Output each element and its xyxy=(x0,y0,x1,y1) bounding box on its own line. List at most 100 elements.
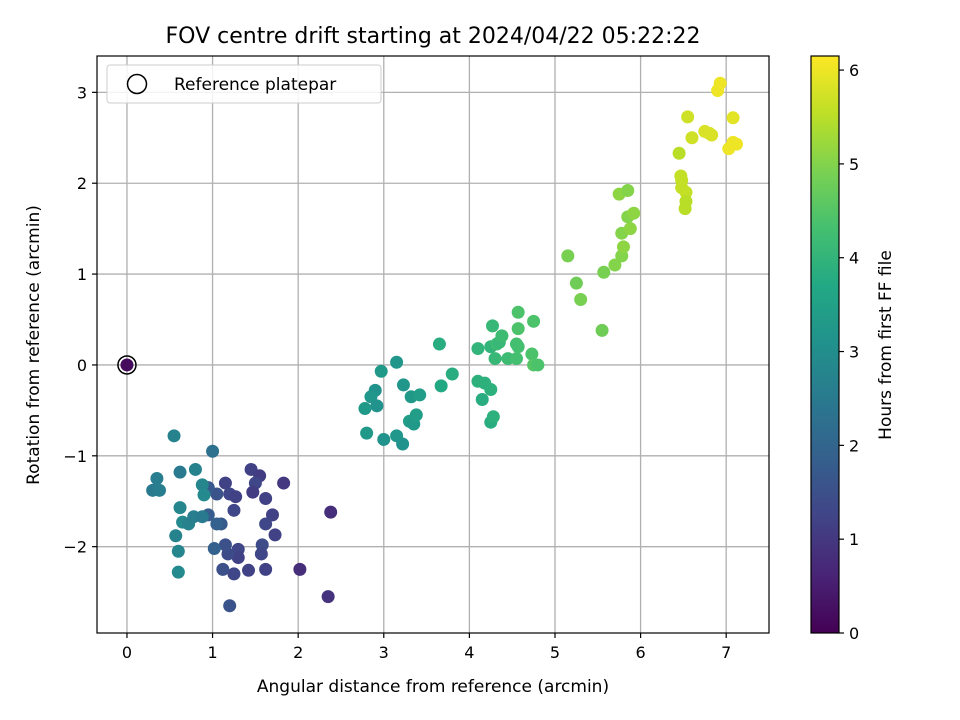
data-point xyxy=(171,544,185,558)
data-point xyxy=(277,476,291,490)
data-point xyxy=(511,305,525,319)
data-point xyxy=(561,249,575,263)
data-point xyxy=(484,382,498,396)
colorbar-frame xyxy=(810,55,840,634)
data-point xyxy=(150,472,164,486)
x-axis-ticks: 0 1 2 3 4 5 6 7 xyxy=(122,633,731,662)
reference-platepar-marker xyxy=(117,355,137,375)
data-point xyxy=(374,364,388,378)
data-point xyxy=(432,337,446,351)
data-point xyxy=(511,340,525,354)
data-point xyxy=(223,599,237,613)
data-point xyxy=(171,565,185,579)
data-point xyxy=(227,567,241,581)
data-point xyxy=(242,563,256,577)
colorbar-label: Hours from first FF file xyxy=(876,250,896,440)
colorbar-tick-label: 5 xyxy=(849,155,859,174)
data-point xyxy=(488,352,502,366)
data-point xyxy=(197,488,211,502)
data-point xyxy=(358,402,372,416)
y-axis-ticks: −2 −1 0 1 2 3 xyxy=(63,83,97,557)
legend-frame xyxy=(106,64,382,104)
colorbar-tick-label: 1 xyxy=(849,530,859,549)
data-point xyxy=(169,529,183,543)
data-point xyxy=(685,131,699,145)
colorbar-tick-label: 0 xyxy=(849,624,859,643)
legend: Reference platepar xyxy=(106,64,382,104)
grid-lines xyxy=(97,56,769,633)
data-point xyxy=(360,426,374,440)
data-point xyxy=(525,347,539,361)
data-point xyxy=(616,240,630,254)
x-axis-label: Angular distance from reference (arcmin) xyxy=(257,677,609,697)
x-tick-label: 2 xyxy=(293,643,303,662)
data-point xyxy=(195,510,209,524)
data-point xyxy=(485,319,499,333)
data-point xyxy=(390,355,404,369)
data-point xyxy=(218,476,232,490)
data-point xyxy=(265,508,279,522)
colorbar-ticks: 0 1 2 3 4 5 6 xyxy=(839,61,859,643)
data-point xyxy=(173,501,187,515)
data-point xyxy=(434,379,448,393)
legend-marker-icon xyxy=(126,73,148,95)
y-tick-label: 1 xyxy=(77,265,87,284)
data-point xyxy=(246,485,260,499)
x-tick-label: 4 xyxy=(464,643,474,662)
data-point xyxy=(268,528,282,542)
data-point xyxy=(627,206,641,220)
data-point xyxy=(475,392,489,406)
y-tick-label: 0 xyxy=(77,356,87,375)
data-point xyxy=(370,399,384,413)
data-point xyxy=(396,378,410,392)
x-tick-label: 7 xyxy=(721,643,731,662)
data-point xyxy=(531,358,545,372)
colorbar-gradient xyxy=(811,56,839,633)
data-point xyxy=(679,185,693,199)
colorbar: 0 1 2 3 4 5 6 Hours from first FF file xyxy=(810,55,896,643)
data-point xyxy=(681,110,695,124)
data-point xyxy=(206,444,220,458)
data-point xyxy=(207,541,221,555)
data-point xyxy=(227,503,241,517)
data-point xyxy=(595,323,609,337)
scatter-points xyxy=(120,76,743,613)
data-point xyxy=(471,342,485,356)
chart-title: FOV centre drift starting at 2024/04/22 … xyxy=(166,24,701,49)
data-point xyxy=(231,551,245,565)
data-point xyxy=(195,478,209,492)
data-point xyxy=(527,314,541,328)
data-point xyxy=(445,367,459,381)
data-point xyxy=(152,483,166,497)
x-tick-label: 1 xyxy=(207,643,217,662)
colorbar-tick-label: 4 xyxy=(849,249,859,268)
x-tick-label: 6 xyxy=(635,643,645,662)
reference-data-point xyxy=(120,358,134,372)
y-tick-label: −1 xyxy=(63,447,87,466)
legend-label-reference-platepar: Reference platepar xyxy=(174,75,336,95)
data-point xyxy=(705,128,719,142)
data-point xyxy=(486,410,500,424)
plot-frame xyxy=(96,55,770,634)
data-point xyxy=(413,388,427,402)
data-point xyxy=(623,222,637,236)
data-point xyxy=(293,562,307,576)
data-point xyxy=(259,492,273,506)
data-point xyxy=(167,429,181,443)
x-tick-label: 0 xyxy=(122,643,132,662)
data-point xyxy=(509,352,523,366)
y-tick-label: 2 xyxy=(77,174,87,193)
data-point xyxy=(324,505,338,519)
data-point xyxy=(396,437,410,451)
x-tick-label: 5 xyxy=(550,643,560,662)
data-point xyxy=(210,517,224,531)
data-point xyxy=(259,562,273,576)
data-point xyxy=(511,322,525,336)
y-axis-label: Rotation from reference (arcmin) xyxy=(24,205,44,485)
y-tick-label: −2 xyxy=(63,538,87,557)
data-point xyxy=(409,408,423,422)
data-point xyxy=(495,329,509,343)
data-point xyxy=(713,76,727,90)
data-point xyxy=(173,465,187,479)
data-point xyxy=(597,265,611,279)
